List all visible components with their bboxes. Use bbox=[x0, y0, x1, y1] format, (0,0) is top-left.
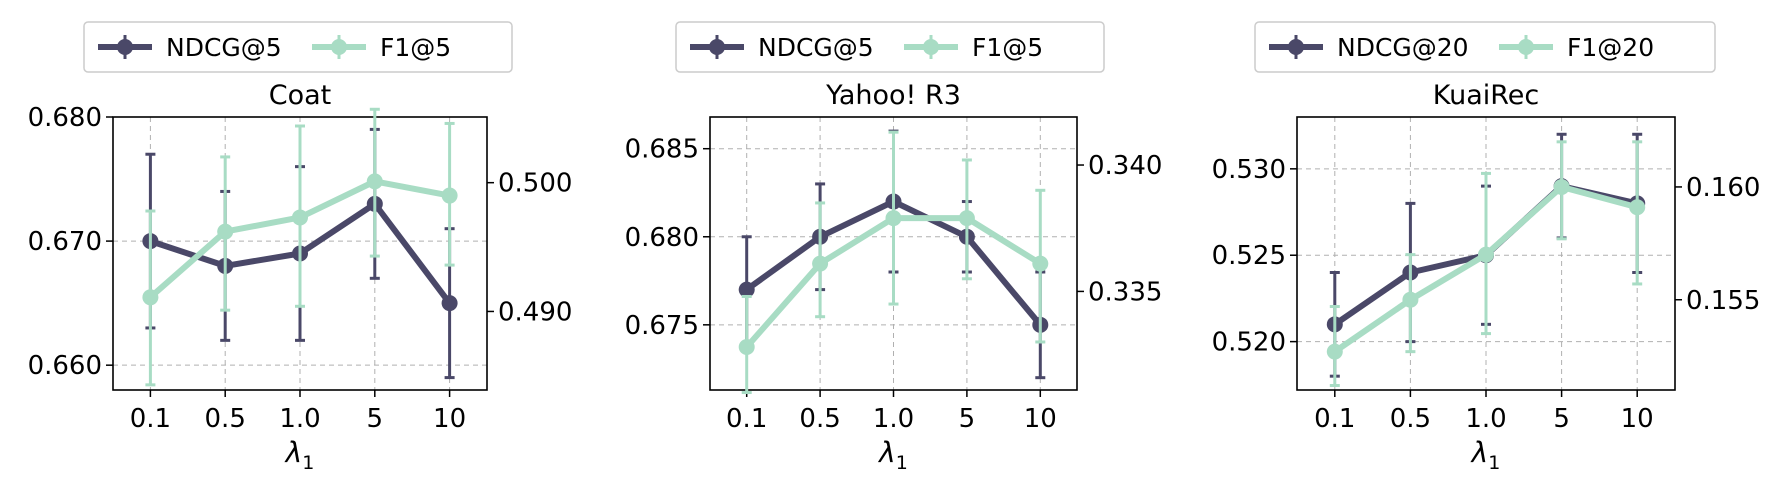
data-point bbox=[1629, 199, 1646, 216]
y-left-tick-label: 0.670 bbox=[28, 227, 102, 257]
y-right-tick-label: 0.160 bbox=[1686, 173, 1760, 203]
data-point bbox=[142, 289, 159, 306]
y-left-tick-label: 0.660 bbox=[28, 351, 102, 381]
x-tick-label: 0.5 bbox=[799, 404, 840, 434]
series-F1@5 bbox=[738, 130, 1049, 395]
legend-swatch-marker bbox=[923, 39, 939, 55]
data-point bbox=[812, 255, 829, 272]
x-axis-label: λ1 bbox=[877, 436, 908, 474]
legend: NDCG@5 F1@5 bbox=[83, 21, 513, 73]
data-point bbox=[366, 173, 383, 190]
legend-label: NDCG@5 bbox=[166, 33, 282, 62]
data-point bbox=[1326, 343, 1343, 360]
data-point bbox=[292, 209, 308, 226]
data-point bbox=[1553, 178, 1570, 195]
y-left-tick-label: 0.680 bbox=[625, 223, 699, 253]
data-point bbox=[441, 187, 458, 204]
legend-swatch-marker bbox=[1288, 39, 1304, 55]
legend-swatch-marker bbox=[709, 39, 725, 55]
y-left-tick-label: 0.525 bbox=[1212, 241, 1286, 271]
y-left-tick-label: 0.680 bbox=[28, 103, 102, 133]
data-point bbox=[441, 295, 458, 312]
x-tick-label: 5 bbox=[1553, 404, 1570, 434]
series-F1@5 bbox=[142, 107, 458, 387]
legend-box bbox=[83, 21, 513, 73]
series-F1@20 bbox=[1326, 140, 1646, 387]
y-left-tick-label: 0.520 bbox=[1212, 328, 1286, 358]
legend-label: F1@5 bbox=[972, 33, 1043, 62]
x-tick-label: 10 bbox=[1621, 404, 1654, 434]
legend-label: NDCG@5 bbox=[758, 33, 874, 62]
legend-label: NDCG@20 bbox=[1337, 33, 1469, 62]
y-left-tick-label: 0.675 bbox=[625, 311, 699, 341]
legend-box bbox=[1254, 21, 1716, 73]
chart-title: KuaiRec bbox=[1433, 80, 1540, 111]
legend-swatch-marker bbox=[1518, 39, 1534, 55]
chart-title: Yahoo! R3 bbox=[825, 80, 961, 111]
y-right-tick-label: 0.335 bbox=[1088, 277, 1162, 307]
chart-title: Coat bbox=[269, 80, 332, 111]
x-axis-label: λ1 bbox=[284, 436, 315, 474]
legend: NDCG@20 F1@20 bbox=[1254, 21, 1716, 73]
data-point bbox=[738, 339, 755, 356]
data-point bbox=[217, 223, 234, 240]
x-tick-label: 5 bbox=[367, 404, 384, 434]
data-point bbox=[738, 281, 755, 298]
x-tick-label: 5 bbox=[959, 404, 976, 434]
y-right-tick-label: 0.155 bbox=[1686, 286, 1760, 316]
legend-label: F1@20 bbox=[1567, 33, 1654, 62]
y-right-tick-label: 0.490 bbox=[498, 297, 572, 327]
y-left-tick-label: 0.685 bbox=[625, 135, 699, 165]
x-tick-label: 0.5 bbox=[1390, 404, 1431, 434]
chart-panel: Coat 0.1 0.5 1.0 5 10 0.660 0.670 0.680 0.490 0.50… bbox=[28, 21, 572, 474]
x-tick-label: 0.1 bbox=[130, 404, 171, 434]
x-tick-label: 0.1 bbox=[1314, 404, 1355, 434]
data-point bbox=[1032, 255, 1049, 272]
x-tick-label: 10 bbox=[1024, 404, 1057, 434]
legend-label: F1@5 bbox=[380, 33, 451, 62]
legend-box bbox=[675, 21, 1105, 73]
y-left-tick-label: 0.530 bbox=[1212, 155, 1286, 185]
x-tick-label: 10 bbox=[433, 404, 466, 434]
chart-panel: Yahoo! R3 0.1 0.5 1.0 5 10 0.675 0.680 0.685 0.33… bbox=[625, 21, 1162, 474]
y-right-tick-label: 0.500 bbox=[498, 169, 572, 199]
chart-panel: KuaiRec 0.1 0.5 1.0 5 10 0.520 0.525 0.530 0.155 0… bbox=[1212, 21, 1760, 474]
x-tick-label: 0.1 bbox=[726, 404, 767, 434]
data-point bbox=[1402, 291, 1419, 308]
legend-swatch-marker bbox=[331, 39, 347, 55]
data-point bbox=[885, 210, 902, 227]
x-axis-label: λ1 bbox=[1470, 436, 1501, 474]
x-tick-label: 1.0 bbox=[873, 404, 914, 434]
legend: NDCG@5 F1@5 bbox=[675, 21, 1105, 73]
x-tick-label: 1.0 bbox=[1465, 404, 1506, 434]
x-tick-label: 0.5 bbox=[205, 404, 246, 434]
legend-swatch-marker bbox=[117, 39, 133, 55]
x-tick-label: 1.0 bbox=[279, 404, 320, 434]
data-point bbox=[958, 210, 975, 227]
data-point bbox=[1478, 246, 1494, 263]
y-right-tick-label: 0.340 bbox=[1088, 151, 1162, 181]
